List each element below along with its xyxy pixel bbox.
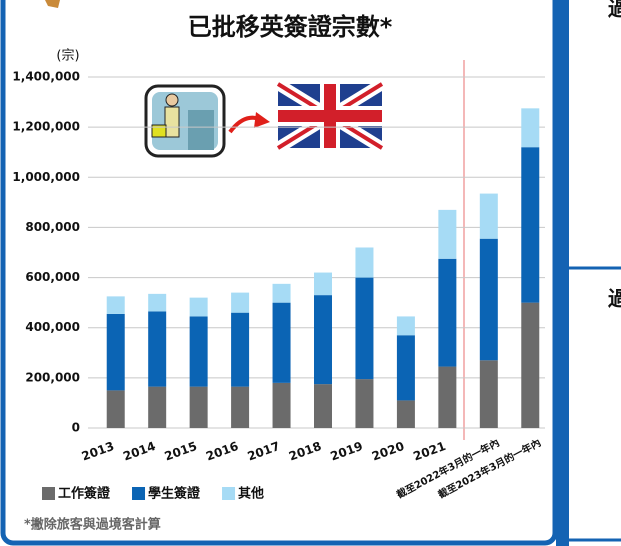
bar-segment — [148, 294, 166, 312]
bar-segment — [273, 303, 291, 383]
bar-segment — [107, 296, 125, 314]
bar-segment — [190, 387, 208, 428]
y-tick-label: 600,000 — [25, 270, 80, 284]
bar-segment — [438, 367, 456, 428]
bar-segment — [231, 313, 249, 387]
footnote: *撇除旅客與過境客計算 — [24, 517, 161, 533]
bar-segment — [480, 360, 498, 428]
legend-swatch — [132, 487, 145, 500]
side-text: 過 — [608, 287, 621, 311]
y-tick-label: 200,000 — [25, 370, 80, 384]
bar-segment — [397, 400, 415, 428]
y-tick-label: 400,000 — [25, 320, 80, 334]
page: {"chart_data": {"type": "stacked-bar", "… — [0, 0, 621, 546]
bar-segment — [148, 311, 166, 386]
bar-segment — [480, 194, 498, 239]
bar-segment — [190, 298, 208, 317]
bar-segment — [355, 278, 373, 380]
page-canvas: 過 過 已批移英簽證宗數* (宗) *撇除旅客與過境客計算 0 200,000 40… — [0, 0, 621, 546]
bar-segment — [148, 387, 166, 428]
bar-segment — [314, 295, 332, 384]
bar-segment — [314, 384, 332, 428]
bar-segment — [190, 316, 208, 386]
chart-title: 已批移英簽證宗數* — [188, 13, 393, 41]
y-tick-label: 800,000 — [25, 220, 80, 234]
legend-label: 其他 — [238, 486, 264, 502]
y-tick-label: 1,200,000 — [12, 120, 80, 134]
bar-segment — [107, 390, 125, 428]
bar-segment — [438, 259, 456, 367]
y-tick-label: 1,400,000 — [12, 70, 80, 84]
y-tick-label: 1,000,000 — [12, 170, 80, 184]
bar-segment — [273, 383, 291, 428]
legend-swatch — [42, 487, 55, 500]
y-tick-label: 0 — [72, 421, 80, 435]
bar-segment — [521, 108, 539, 147]
legend-label: 工作簽證 — [58, 486, 111, 502]
bar-segment — [231, 293, 249, 313]
bar-segment — [438, 210, 456, 259]
legend-label: 學生簽證 — [148, 486, 201, 502]
bar-segment — [397, 316, 415, 335]
bar-segment — [521, 147, 539, 302]
separator — [556, 0, 569, 546]
bar-segment — [355, 379, 373, 428]
side-text: 過 — [608, 0, 621, 21]
y-axis-label: (宗) — [56, 48, 79, 64]
legend-swatch — [222, 487, 235, 500]
bar-segment — [314, 273, 332, 296]
bar-segment — [231, 387, 249, 428]
bar-segment — [273, 284, 291, 303]
bar-segment — [480, 239, 498, 361]
bar-segment — [521, 303, 539, 428]
bar-segment — [397, 335, 415, 400]
bar-segment — [107, 314, 125, 390]
bar-segment — [355, 247, 373, 277]
